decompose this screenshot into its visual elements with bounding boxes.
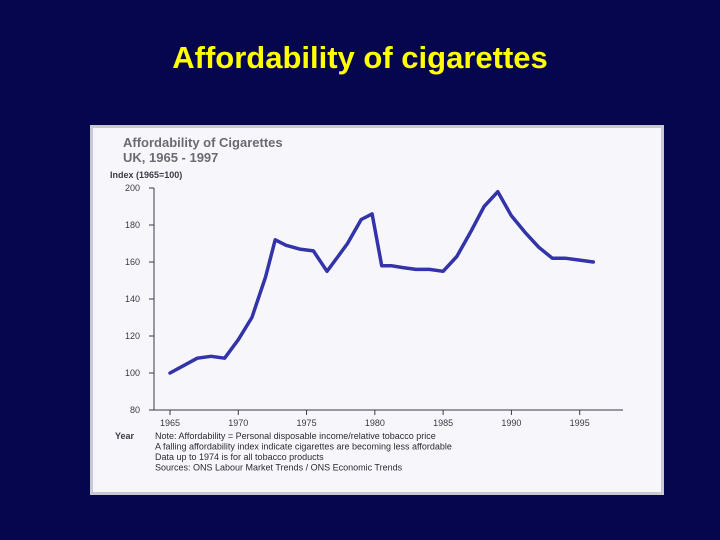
x-tick-label: 1995 xyxy=(570,418,590,428)
chart-notes: Note: Affordability = Personal disposabl… xyxy=(155,431,452,473)
y-tick-label: 120 xyxy=(125,331,140,341)
y-tick-label: 160 xyxy=(125,257,140,267)
y-tick-label: 100 xyxy=(125,368,140,378)
x-tick-label: 1975 xyxy=(297,418,317,428)
x-axis-label: Year xyxy=(115,431,135,441)
chart-subtitle: UK, 1965 - 1997 xyxy=(123,150,218,165)
y-tick-label: 180 xyxy=(125,220,140,230)
y-axis-ticks: 80 100 120 140 160 180 200 xyxy=(125,183,154,415)
y-tick-label: 140 xyxy=(125,294,140,304)
note-line: Note: Affordability = Personal disposabl… xyxy=(155,431,436,441)
note-line: A falling affordability index indicate c… xyxy=(155,442,452,452)
y-tick-label: 200 xyxy=(125,183,140,193)
slide-title: Affordability of cigarettes xyxy=(172,40,548,75)
note-line: Sources: ONS Labour Market Trends / ONS … xyxy=(155,463,403,473)
y-tick-label: 80 xyxy=(130,405,140,415)
x-tick-label: 1985 xyxy=(433,418,453,428)
x-axis-ticks: 1965 1970 1975 1980 1985 1990 1995 xyxy=(160,410,590,428)
x-tick-label: 1970 xyxy=(228,418,248,428)
y-axis-label: Index (1965=100) xyxy=(110,170,182,180)
note-line: Data up to 1974 is for all tobacco produ… xyxy=(155,452,324,462)
x-tick-label: 1990 xyxy=(501,418,521,428)
chart-title: Affordability of Cigarettes xyxy=(123,135,283,150)
affordability-series-line xyxy=(168,189,596,375)
chart-panel: Affordability of Cigarettes UK, 1965 - 1… xyxy=(90,125,664,495)
x-tick-label: 1965 xyxy=(160,418,180,428)
x-tick-label: 1980 xyxy=(365,418,385,428)
affordability-line-chart: Affordability of Cigarettes UK, 1965 - 1… xyxy=(110,135,623,473)
